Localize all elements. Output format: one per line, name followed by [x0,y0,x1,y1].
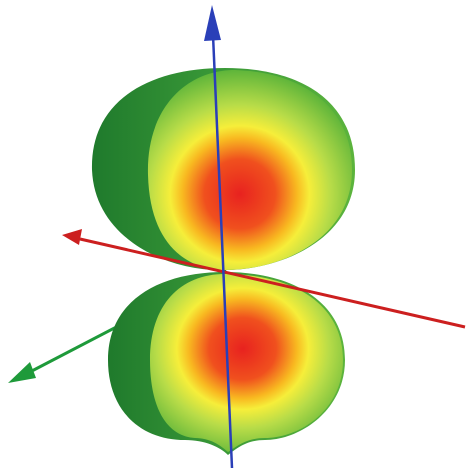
upper-lobe-face [147,70,352,270]
lower-lobe-face [150,274,343,452]
x-axis [79,237,466,329]
z-axis-arrow [204,5,221,41]
y-axis-arrow [8,362,36,383]
z-axis [211,34,234,469]
x-axis-arrow [62,229,82,245]
